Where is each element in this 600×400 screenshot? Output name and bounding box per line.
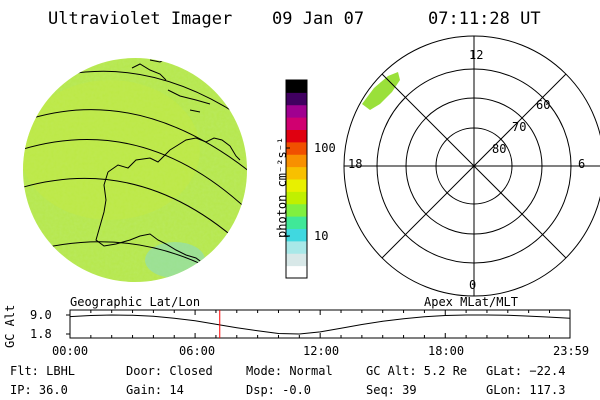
status-mode: Mode: Normal [246, 364, 333, 378]
timeline-xtick-2359: 23:59 [553, 344, 590, 358]
polar-plot [343, 35, 600, 297]
timeline-right-label: Apex MLat/MLT [424, 295, 518, 309]
time-label: 07:11:28 UT [428, 9, 541, 29]
status-glon: GLon: 117.3 [486, 383, 566, 397]
colorbar-cell [286, 104, 307, 118]
coastline-australia [95, 137, 241, 273]
colorbar-cell [286, 240, 307, 254]
status-dsp: Dsp: -0.0 [246, 383, 312, 397]
altitude-curve [69, 314, 571, 335]
timeline-left-label: Geographic Lat/Lon [70, 295, 201, 309]
status-gc-alt: GC Alt: 5.2 Re [366, 364, 468, 378]
colorbar-cell [286, 154, 307, 168]
colorbar-cell [286, 80, 307, 93]
colorbar-cell [286, 166, 307, 180]
colorbar-cell [286, 216, 307, 229]
mlt-label-12: 12 [469, 48, 484, 62]
timeline-xtick-1800: 18:00 [428, 344, 465, 358]
colorbar-cell [286, 228, 307, 242]
colorbar-tick-10: 10 [314, 229, 329, 243]
mlt-label-6: 6 [578, 157, 586, 171]
colorbar-cell [286, 129, 307, 143]
colorbar-cell [286, 92, 307, 106]
timeline-xtick-0000: 00:00 [52, 344, 89, 358]
status-door: Door: Closed [126, 364, 213, 378]
globe-image [23, 58, 247, 282]
mlt-label-18: 18 [348, 157, 363, 171]
timeline-ytick-top: 9.0 [30, 308, 52, 322]
status-gain: Gain: 14 [126, 383, 184, 397]
timeline-xtick-0600: 06:00 [179, 344, 216, 358]
colorbar-cell [286, 265, 307, 279]
timeline-xtick-1200: 12:00 [303, 344, 340, 358]
app-title: Ultraviolet Imager [48, 9, 233, 29]
mlat-label-70: 70 [512, 120, 527, 134]
colorbar-cell [286, 191, 307, 205]
colorbar [285, 79, 308, 279]
date-label: 09 Jan 07 [272, 9, 365, 29]
colorbar-cell [286, 179, 307, 192]
colorbar-cell [286, 117, 307, 130]
altitude-timeline [66, 309, 571, 339]
status-glat: GLat: −22.4 [486, 364, 566, 378]
mlat-label-60: 60 [536, 98, 551, 112]
colorbar-cell [286, 253, 307, 267]
status-seq: Seq: 39 [366, 383, 417, 397]
timeline-ylabel: GC Alt [3, 304, 17, 348]
status-filter: Flt: LBHL [10, 364, 76, 378]
mlt-label-0: 0 [469, 278, 477, 292]
colorbar-tick-100: 100 [314, 141, 336, 155]
auroral-patch [362, 72, 400, 110]
mlat-label-80: 80 [492, 142, 507, 156]
colorbar-cell [286, 203, 307, 217]
colorbar-cell [286, 141, 307, 155]
timeline-ytick-bottom: 1.8 [30, 327, 52, 341]
colorbar-unit-label: photon cm⁻²s⁻¹ [275, 136, 289, 238]
status-ip: IP: 36.0 [10, 383, 68, 397]
